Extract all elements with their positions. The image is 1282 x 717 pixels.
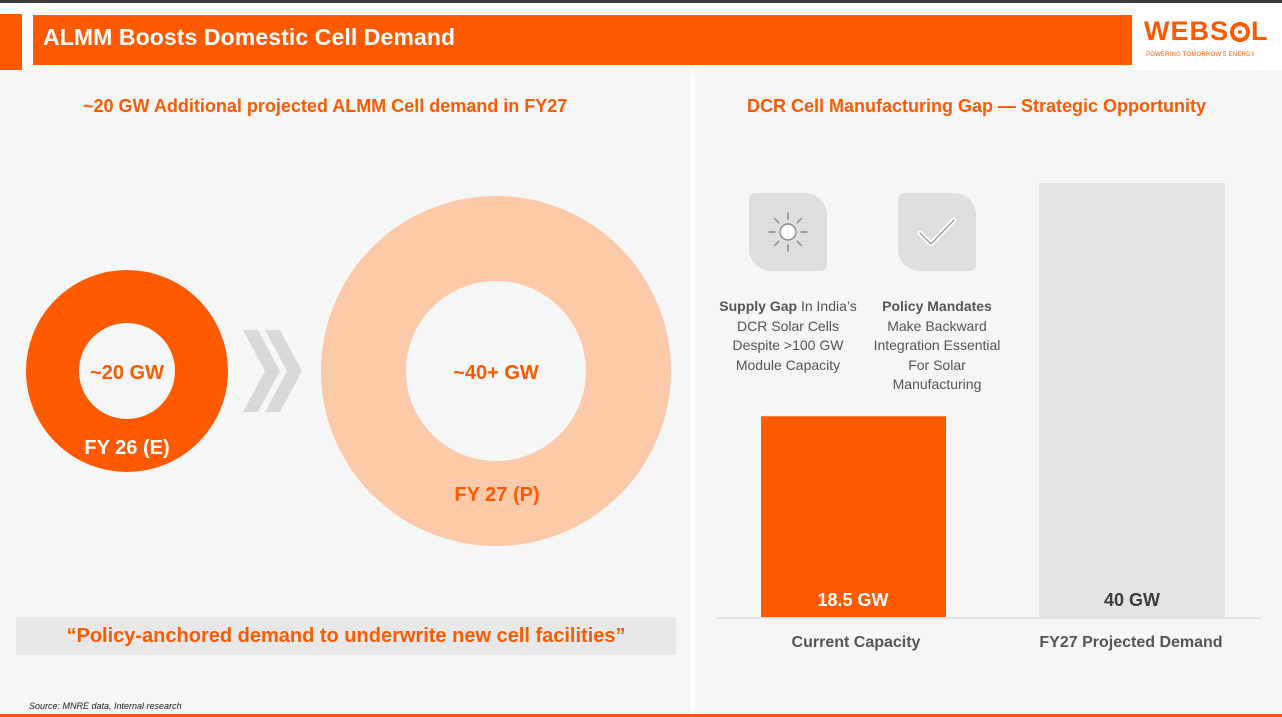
double-chevron-arrow-icon [243,330,302,412]
bubble-fy27-value: ~40+ GW [453,362,539,384]
logo-tagline: POWERING TOMORROW'S ENERGY [1146,52,1256,58]
bottom-border-line [0,714,1282,717]
bubble-fy26-ring [26,270,228,472]
policy-mandates-tile [898,193,976,271]
page-title: ALMM Boosts Domestic Cell Demand [43,24,456,50]
bar-fy27-projected-demand [1039,183,1225,617]
bubble-fy27-ring [321,196,671,546]
policy-mandates-caption: Policy Mandates Make Backward Integratio… [867,297,1007,395]
right-section-title: DCR Cell Manufacturing Gap — Strategic O… [747,96,1207,116]
bubble-chart: ~20 GW FY 26 (E) ~40+ GW FY 27 (P) [26,196,671,546]
logo-wordmark: WEBS L [1144,16,1269,47]
supply-gap-caption: Supply Gap In India’s DCR Solar Cells De… [718,297,858,375]
logo-word-left: WEBS [1144,16,1229,46]
supply-gap-caption-text: In India’s DCR Solar Cells Despite >100 … [732,298,857,373]
sun-icon [768,212,808,252]
websol-logo: WEBS L POWERING TOMORROW'S ENERGY [1144,16,1272,62]
quote-box: “Policy-anchored demand to underwrite ne… [16,617,676,655]
top-border-line [0,0,1282,3]
title-bar [33,15,1132,65]
title-accent-tab [0,14,22,72]
bar-current-capacity [761,416,946,617]
supply-gap-tile [749,193,827,271]
bubble-fy26-value: ~20 GW [90,362,164,384]
checkmark-icon [917,217,957,247]
bar-current-capacity-value: 18.5 GW [817,590,888,610]
supply-gap-caption-bold: Supply Gap [719,298,798,314]
logo-o-icon [1230,21,1250,42]
policy-mandates-caption-text: Make Backward Integration Essential For … [873,317,1001,393]
left-section-title: ~20 GW Additional projected ALMM Cell de… [83,96,568,116]
bubble-fy27-label: FY 27 (P) [454,484,539,506]
policy-mandates-caption-bold: Policy Mandates [882,298,992,314]
bar-chart: 18.5 GW 40 GW Current Capacity FY27 Proj… [716,183,1261,651]
source-note: Source: MNRE data, Internal research [29,701,182,711]
bar-fy27-projected-demand-value: 40 GW [1104,590,1160,610]
bubble-fy26-label: FY 26 (E) [84,437,169,459]
category-fy27-projected-demand: FY27 Projected Demand [1039,634,1222,651]
quote-text: “Policy-anchored demand to underwrite ne… [66,624,626,647]
logo-word-right: L [1251,16,1269,46]
category-current-capacity: Current Capacity [792,634,921,651]
